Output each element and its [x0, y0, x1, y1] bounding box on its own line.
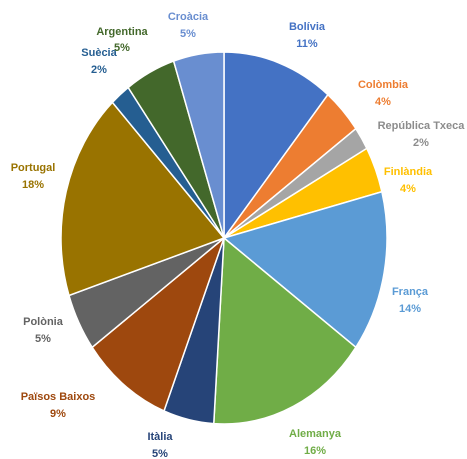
pie-slice: [91, 235, 226, 412]
slice-label: Països Baixos: [21, 391, 96, 403]
slice-label: Itàlia: [147, 431, 173, 443]
slice-value-label: 5%: [114, 42, 130, 54]
pie-slice: [172, 51, 225, 239]
slice-label: Suècia: [81, 47, 117, 59]
slice-label: Portugal: [11, 162, 56, 174]
slice-value-label: 5%: [152, 448, 168, 459]
pie-slice: [222, 190, 388, 349]
slice-value-label: 4%: [400, 183, 416, 195]
pie-slice: [212, 236, 357, 425]
slice-label: França: [392, 286, 429, 298]
slice-label: Bolívia: [289, 21, 326, 33]
slice-value-label: 14%: [399, 303, 421, 315]
pie-slice: [223, 51, 329, 241]
slice-value-label: 11%: [296, 38, 318, 50]
slice-label: Argentina: [96, 26, 148, 38]
slice-label: Polònia: [23, 316, 64, 328]
slice-value-label: 9%: [50, 408, 66, 420]
slice-value-label: 16%: [304, 445, 326, 457]
slice-value-label: 2%: [413, 137, 429, 149]
slice-value-label: 5%: [35, 333, 51, 345]
slice-value-label: 4%: [375, 96, 391, 108]
slice-label: Croàcia: [168, 11, 209, 23]
slice-label: República Txeca: [378, 120, 466, 132]
slice-value-label: 18%: [22, 179, 44, 191]
slice-value-label: 2%: [91, 64, 107, 76]
slice-label: Colòmbia: [358, 79, 409, 91]
slice-value-label: 5%: [180, 28, 196, 40]
slice-label: Alemanya: [289, 428, 342, 440]
slice-label: Finlàndia: [384, 166, 433, 178]
pie-slice: [60, 101, 226, 297]
